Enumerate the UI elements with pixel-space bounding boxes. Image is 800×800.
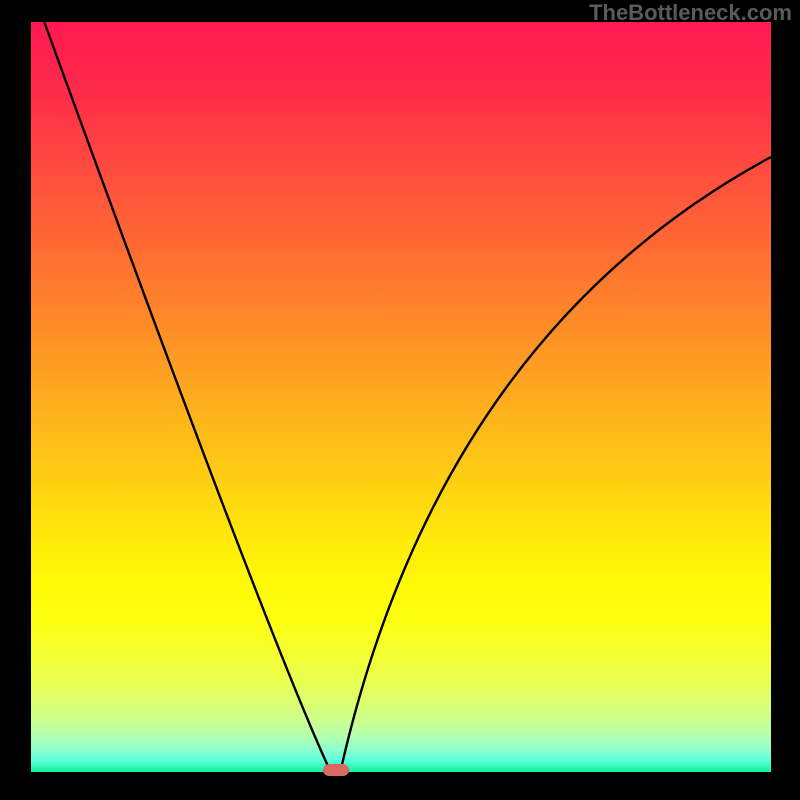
plot-area [31,22,771,772]
curve-layer [31,22,771,772]
watermark-text: TheBottleneck.com [589,0,792,26]
chart-container: TheBottleneck.com [0,0,800,800]
bottleneck-curve [44,22,771,772]
optimum-marker [323,764,349,776]
